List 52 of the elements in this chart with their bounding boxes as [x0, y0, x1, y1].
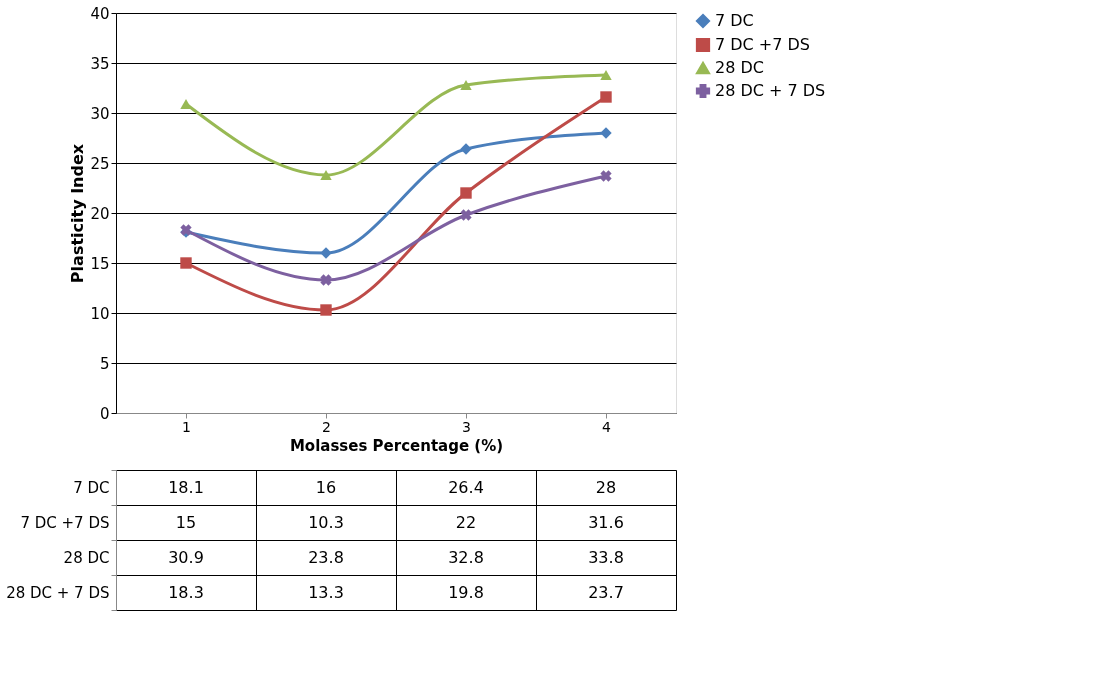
- legend-label: 7 DC +7 DS: [715, 35, 810, 54]
- y-tick-label: 35: [90, 54, 110, 73]
- x-tick-label: 3: [462, 418, 471, 435]
- data-label: 26.4: [448, 477, 484, 497]
- text: 7 DC +7 DS: [20, 514, 110, 532]
- x-axis-title: Molasses Percentage (%): [289, 436, 504, 455]
- point: [600, 91, 612, 103]
- point: [460, 80, 472, 90]
- y-tick-label: 25: [90, 154, 110, 173]
- point: [600, 70, 612, 80]
- data-label: 22: [455, 512, 477, 532]
- legend-label: 7 DC: [715, 11, 754, 30]
- y-tick-label: 40: [90, 4, 110, 23]
- point: [320, 304, 332, 316]
- data-label: 18.1: [168, 477, 204, 497]
- point: [460, 187, 472, 199]
- data-label: 16: [315, 477, 337, 497]
- point: [320, 274, 332, 286]
- data-label: 19.8: [448, 582, 484, 602]
- point: [180, 257, 192, 269]
- data-label: 32.8: [448, 547, 484, 567]
- point: [320, 247, 332, 259]
- x-tick-label: 4: [602, 418, 612, 435]
- x-tick-label: 2: [322, 418, 331, 435]
- legend-label: 28 DC: [715, 58, 764, 77]
- point: [600, 170, 612, 182]
- data-label: 15: [175, 512, 197, 532]
- data-label: 23.7: [588, 582, 624, 602]
- y-tick-label: 15: [90, 254, 110, 273]
- data-label: 30.9: [168, 547, 204, 567]
- data-label: 28: [595, 477, 617, 497]
- text: 7 DC: [73, 479, 110, 497]
- text: 28 DC + 7 DS: [6, 584, 110, 602]
- point: [460, 143, 472, 155]
- data-label: 18.3: [168, 582, 204, 602]
- text: 28 DC: [63, 549, 110, 567]
- point: [460, 209, 472, 221]
- data-label: 23.8: [308, 547, 344, 567]
- point: [320, 170, 332, 180]
- legend-label: 28 DC + 7 DS: [715, 81, 826, 100]
- y-tick-label: 10: [90, 304, 110, 323]
- data-label: 33.8: [588, 547, 624, 567]
- y-tick-label: 0: [99, 404, 110, 423]
- y-tick-label: 20: [90, 204, 110, 223]
- y-axis-title: Plasticity Index: [68, 143, 88, 284]
- x-tick-label: 1: [182, 418, 191, 435]
- data-label: 31.6: [588, 512, 624, 532]
- data-label: 13.3: [308, 582, 344, 602]
- y-tick-label: 30: [90, 104, 110, 123]
- point: [600, 127, 612, 139]
- data-label: 10.3: [308, 512, 344, 532]
- y-tick-label: 5: [99, 354, 110, 373]
